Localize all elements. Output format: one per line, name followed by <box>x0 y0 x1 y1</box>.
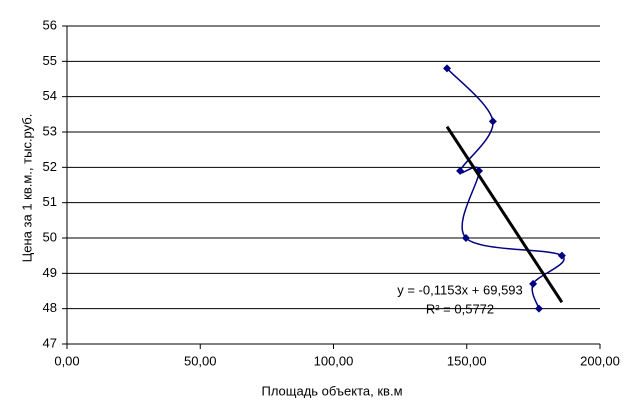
y-tick-label: 48 <box>43 300 57 315</box>
point <box>456 166 465 175</box>
y-tick-label: 52 <box>43 159 57 174</box>
y-tick-label: 53 <box>43 123 57 138</box>
x-tick-label: 150,00 <box>447 353 487 368</box>
point <box>461 234 470 242</box>
y-tick-label: 51 <box>43 194 57 209</box>
point <box>557 251 566 260</box>
y-tick-label: 49 <box>43 265 57 280</box>
x-tick-label: 200,00 <box>580 353 620 368</box>
series-line <box>446 67 565 309</box>
x-tick-label: 0,00 <box>54 353 79 368</box>
y-axis-title: Цена за 1 кв.м., тыс.руб. <box>19 114 34 263</box>
point <box>488 117 497 126</box>
x-axis-title: Площадь объекта, кв.м <box>261 383 402 398</box>
trend-r2: R² = 0,5772 <box>426 301 494 316</box>
point <box>534 304 543 313</box>
y-tick-label: 47 <box>43 335 57 350</box>
y-tick-label: 56 <box>43 17 57 32</box>
point <box>443 64 452 73</box>
y-tick-label: 50 <box>43 229 57 244</box>
x-tick-label: 100,00 <box>314 353 354 368</box>
y-tick-label: 54 <box>43 88 57 103</box>
point <box>529 279 538 288</box>
trendline <box>445 125 564 304</box>
x-tick-label: 50,00 <box>184 353 217 368</box>
y-tick-label: 55 <box>43 53 57 68</box>
trend-equation: y = -0,1153x + 69,593 <box>397 282 523 297</box>
